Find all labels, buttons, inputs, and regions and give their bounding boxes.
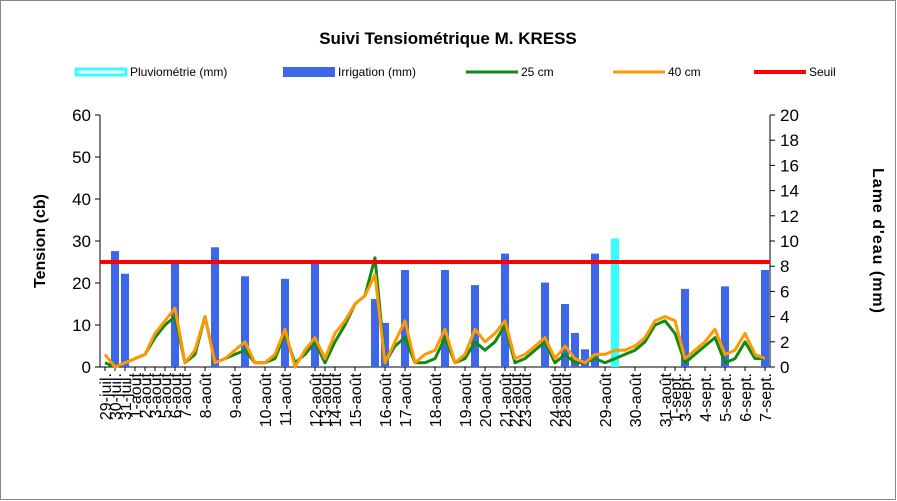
x-tick-label: 7-août	[178, 372, 195, 418]
bar	[401, 269, 409, 367]
y2-tick-label: 8	[780, 257, 789, 276]
bar	[111, 251, 119, 367]
y2-tick-label: 0	[780, 358, 789, 377]
x-tick-label: 12-août	[308, 372, 325, 427]
x-tick-label: 15-août	[348, 372, 365, 427]
x-tick-label: 30-août	[628, 372, 645, 427]
x-tick-label: 4-sept.	[698, 373, 715, 422]
x-tick-label: 3-sept.	[678, 373, 695, 422]
x-tick-label: 5-août	[158, 372, 175, 418]
bar	[541, 282, 549, 367]
bar	[121, 273, 129, 367]
bar	[441, 269, 449, 367]
x-tick-label: 3-août	[148, 372, 165, 418]
x-tick-label: 22-août	[508, 372, 525, 427]
x-tick-label: 21-août	[498, 372, 515, 427]
y2-tick-label: 20	[780, 106, 799, 125]
x-tick-label: 19-août	[458, 372, 475, 427]
chart-title: Suivi Tensiométrique M. KRESS	[319, 29, 577, 48]
x-tick-label: 7-sept.	[758, 373, 775, 422]
bar	[761, 269, 769, 367]
bar	[471, 285, 479, 367]
x-tick-label: 31-juil.	[118, 373, 135, 420]
y2-tick-label: 16	[780, 156, 799, 175]
line-series	[103, 273, 766, 369]
x-tick-label: 8-août	[198, 372, 215, 418]
y-axis-label: Tension (cb)	[32, 194, 49, 288]
legend-swatch	[74, 67, 128, 77]
bar	[571, 332, 579, 367]
bar	[591, 253, 599, 367]
bar	[501, 253, 509, 367]
y-tick-label: 0	[82, 358, 91, 377]
x-tick-label: 13-août	[318, 372, 335, 427]
x-tick-label: 28-août	[558, 372, 575, 427]
y-tick-label: 20	[72, 274, 91, 293]
x-tick-label: 30-juil.	[108, 373, 125, 420]
x-tick-label: 10-août	[258, 372, 275, 427]
x-tick-label: 2-août	[138, 372, 155, 418]
bar	[681, 288, 689, 367]
legend-label: Seuil	[809, 65, 836, 79]
x-tick-label: 9-août	[228, 372, 245, 418]
x-tick-label: 17-août	[398, 372, 415, 427]
x-tick-label: 14-août	[328, 372, 345, 427]
x-tick-label: 31-août	[658, 372, 675, 427]
x-tick-label: 11-août	[278, 372, 295, 426]
legend-swatch	[283, 67, 335, 77]
x-tick-label: 20-août	[478, 372, 495, 427]
y2-tick-label: 10	[780, 232, 799, 251]
y-tick-label: 10	[72, 316, 91, 335]
y2-tick-label: 18	[780, 131, 799, 150]
x-tick-label: 24-août	[548, 372, 565, 427]
x-tick-label: 6-août	[168, 372, 185, 418]
y2-tick-label: 14	[780, 182, 799, 201]
legend-label: Irrigation (mm)	[338, 65, 416, 79]
bar	[611, 238, 619, 367]
x-tick-label: 29-juil.	[98, 373, 115, 420]
bar	[311, 259, 319, 367]
bar	[581, 349, 589, 367]
y2-tick-label: 2	[780, 333, 789, 352]
x-tick-label: 1-août	[128, 372, 145, 418]
legend-label: 25 cm	[521, 65, 554, 79]
y-tick-label: 30	[72, 232, 91, 251]
y2-tick-label: 12	[780, 207, 799, 226]
bar	[381, 322, 389, 367]
y-tick-label: 40	[72, 190, 91, 209]
bar	[281, 278, 289, 367]
bar	[371, 298, 379, 367]
legend-label: 40 cm	[668, 65, 701, 79]
y2-tick-label: 6	[780, 282, 789, 301]
y-tick-label: 60	[72, 106, 91, 125]
bar	[721, 286, 729, 367]
y2-axis-label: Lame d'eau (mm)	[869, 168, 886, 314]
y-tick-label: 50	[72, 148, 91, 167]
bar	[241, 276, 249, 367]
x-tick-label: 23-août	[518, 372, 535, 427]
x-tick-label: 18-août	[428, 372, 445, 427]
bar	[211, 247, 219, 367]
y2-tick-label: 4	[780, 308, 789, 327]
x-tick-label: 5-sept.	[718, 373, 735, 422]
x-tick-label: 6-sept.	[738, 373, 755, 422]
bar	[561, 304, 569, 367]
legend-label: Pluviométrie (mm)	[130, 65, 227, 79]
x-tick-label: 16-août	[378, 372, 395, 427]
x-tick-label: 29-août	[598, 372, 615, 427]
x-tick-label: 1-sept.	[668, 373, 685, 422]
